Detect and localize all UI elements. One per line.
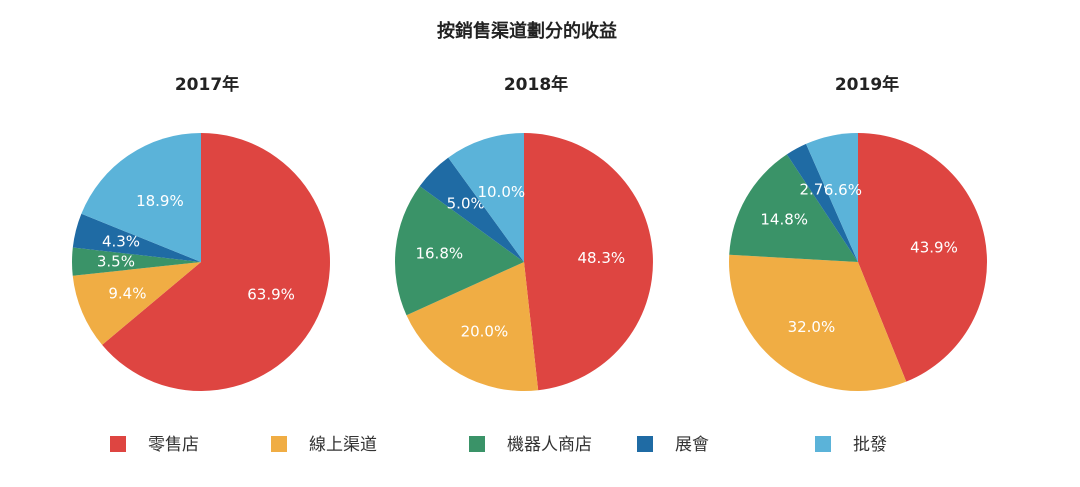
legend-label-retail-store: 零售店 (148, 435, 199, 455)
legend-swatch-exhibition (637, 436, 653, 452)
pie-2017-slice-retail-store (102, 133, 330, 391)
pie-2017-label-robot-store: 3.5% (97, 253, 135, 271)
pie-2017-slice-exhibition (72, 213, 201, 262)
pie-2019-slice-online-channel (729, 254, 907, 391)
pie-group: 63.9% 9.4% 3.5% 4.3% 18.9% 48.3% 20.0% 16.8% 5.0… (72, 133, 987, 391)
pie-2017-label-wholesale: 18.9% (136, 192, 184, 210)
pie-2019-title: 2019年 (835, 74, 899, 95)
legend-swatch-retail-store (110, 436, 126, 452)
pie-2018-slice-online-channel (406, 262, 539, 391)
pie-2018-label-robot-store: 16.8% (415, 244, 463, 262)
pie-2019-slice-exhibition (786, 143, 858, 262)
legend-label-online-channel: 線上渠道 (309, 435, 377, 455)
pie-2019-label-retail-store: 43.9% (910, 238, 958, 256)
legend-swatch-wholesale (815, 436, 831, 452)
pie-2017-label-retail-store: 63.9% (247, 286, 295, 304)
legend-label-wholesale: 批發 (853, 435, 887, 455)
legend-label-exhibition: 展會 (675, 435, 709, 455)
pie-2019-label-robot-store: 14.8% (760, 211, 808, 229)
pie-2018-title: 2018年 (504, 74, 568, 95)
pie-2018-label-exhibition: 5.0% (447, 195, 485, 213)
pie-2017-slice-online-channel (72, 262, 202, 345)
pie-2017-label-online-channel: 9.4% (108, 284, 146, 302)
pie-2017-slice-wholesale (81, 133, 201, 262)
pie-2019-label-wholesale: 6.6% (824, 181, 862, 199)
pie-2019-slice-robot-store (729, 154, 858, 262)
pie-2017-title: 2017年 (175, 74, 239, 95)
legend-swatch-online-channel (271, 436, 287, 452)
pie-2018-slice-retail-store (524, 133, 653, 391)
legend: 零售店 線上渠道 機器人商店 展會 批發 (110, 435, 887, 455)
pie-2019-label-online-channel: 32.0% (788, 318, 836, 336)
pie-2018-slice-wholesale (448, 133, 524, 262)
legend-swatch-robot-store (469, 436, 485, 452)
legend-label-robot-store: 機器人商店 (507, 435, 592, 455)
pie-2018-label-retail-store: 48.3% (577, 249, 625, 267)
pie-2017-slice-robot-store (72, 247, 202, 276)
pie-2018-slice-exhibition (419, 157, 524, 262)
pie-2019-slice-wholesale (806, 133, 858, 262)
pie-2018-label-online-channel: 20.0% (461, 323, 509, 341)
pie-2017-label-exhibition: 4.3% (102, 233, 140, 251)
pie-2019-slice-retail-store (858, 133, 987, 382)
chart-title: 按銷售渠道劃分的收益 (437, 20, 617, 42)
pie-2018-label-wholesale: 10.0% (477, 183, 525, 201)
pie-2018-slice-robot-store (395, 186, 524, 316)
